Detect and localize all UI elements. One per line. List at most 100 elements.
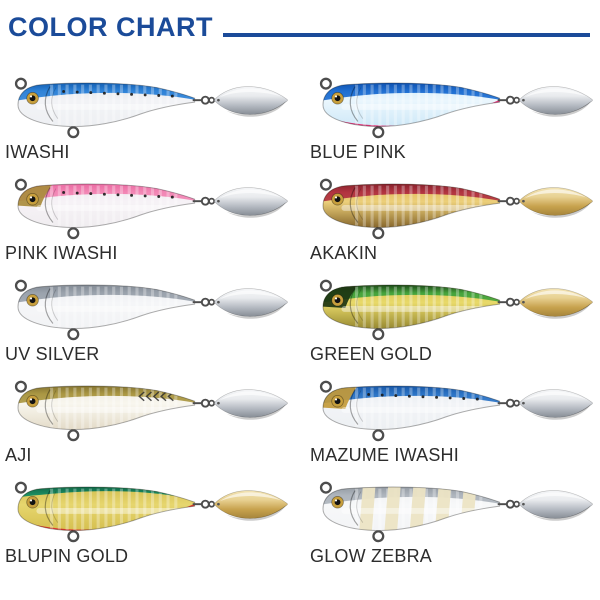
gill-line	[349, 389, 359, 425]
belly-eyelet	[372, 126, 385, 139]
lure-card-aji: AJI	[5, 376, 310, 477]
blade-hole	[522, 300, 525, 304]
blade-hole	[522, 502, 525, 506]
chevron-mark	[138, 391, 145, 402]
lure-card-blupin-gold: BLUPIN GOLD	[5, 477, 310, 578]
lure-spot	[170, 195, 174, 199]
lure-back-stripe	[18, 487, 195, 501]
blade-highlight	[524, 88, 587, 98]
line-eyelet	[14, 178, 27, 191]
lure-card-iwashi: IWASHI	[5, 73, 310, 174]
swivel-link	[513, 298, 521, 306]
blade-shadow	[226, 101, 286, 117]
lure-spot	[130, 92, 134, 96]
gill-line	[349, 490, 359, 526]
swivel-ring	[200, 499, 210, 509]
lure-body	[18, 487, 195, 531]
chevron-mark	[152, 391, 160, 402]
lure-spot	[102, 192, 106, 196]
zebra-stripe	[409, 487, 426, 531]
gill-line	[349, 86, 359, 122]
swivel-ring	[200, 196, 210, 206]
blade-highlight	[219, 391, 282, 401]
lure-card-blue-pink: BLUE PINK	[310, 73, 595, 174]
lure-head-top	[323, 285, 365, 308]
line-eyelet	[319, 178, 332, 191]
lure-card-mazume-iwashi: MAZUME IWASHI	[310, 376, 595, 477]
swivel-ring	[505, 196, 515, 206]
line-eyelet	[14, 481, 27, 494]
lure-spot	[116, 92, 120, 96]
lure-label: PINK IWASHI	[5, 243, 118, 263]
lure-label: UV SILVER	[5, 344, 100, 364]
blade-hole	[217, 300, 220, 304]
lure-back-stripe	[323, 487, 500, 507]
swivel-ring	[505, 95, 515, 105]
lure-spot	[75, 90, 79, 94]
lure-spot	[75, 191, 79, 195]
swivel-link	[208, 197, 216, 205]
lure-label: BLUE PINK	[310, 142, 406, 162]
lure-spot	[421, 395, 425, 399]
gill-line	[44, 86, 54, 122]
belly-eyelet	[67, 429, 80, 442]
blade-shadow	[531, 404, 591, 420]
lure-spot	[89, 192, 93, 196]
lure-back-stripe	[323, 83, 500, 103]
blade-hole	[522, 98, 525, 102]
header-rule	[222, 33, 590, 37]
lure-spot	[116, 193, 120, 197]
lure-label: MAZUME IWASHI	[310, 445, 459, 465]
lure-back-stripe	[323, 386, 500, 406]
lure-spot	[380, 393, 384, 397]
belly-eyelet	[372, 227, 385, 240]
swivel-link	[513, 197, 521, 205]
lure-image	[319, 279, 593, 341]
lure-spot	[62, 89, 66, 93]
lure-image	[14, 380, 288, 442]
swivel-link	[513, 399, 521, 407]
page-header: COLOR CHART	[0, 0, 600, 41]
lure-back-stripe	[18, 83, 195, 103]
lure-head-top	[323, 386, 365, 409]
blade-shadow	[531, 101, 591, 117]
swivel-ring	[505, 297, 515, 307]
line-eyelet	[319, 279, 332, 292]
lure-label: AJI	[5, 445, 32, 465]
gill-line	[44, 288, 54, 324]
blade-shadow	[226, 303, 286, 319]
swivel-ring	[505, 398, 515, 408]
lure-spot	[157, 94, 161, 97]
lure-image	[319, 481, 593, 543]
belly-eyelet	[372, 328, 385, 341]
lure-spot	[143, 194, 147, 198]
lure-back-stripe	[18, 386, 195, 406]
gill-line	[44, 187, 54, 223]
chevron-mark	[160, 391, 167, 402]
lure-spot	[130, 193, 134, 197]
blade-highlight	[524, 290, 587, 300]
lure-spot	[394, 394, 398, 398]
chevron-mark	[145, 391, 152, 402]
blade-highlight	[219, 290, 282, 300]
belly-eyelet	[67, 530, 80, 543]
swivel-link	[208, 96, 216, 104]
gill-line	[44, 389, 54, 425]
belly-eyelet	[372, 429, 385, 442]
lure-spot	[407, 394, 411, 398]
lure-spot	[462, 397, 466, 400]
lure-back-stripe	[323, 285, 500, 305]
lure-image	[14, 279, 288, 341]
blade-highlight	[219, 492, 282, 502]
line-eyelet	[319, 481, 332, 494]
belly-eyelet	[372, 530, 385, 543]
swivel-link	[208, 298, 216, 306]
zebra-stripe	[358, 487, 376, 531]
line-eyelet	[319, 380, 332, 393]
blade-shadow	[226, 404, 286, 420]
swivel-link	[513, 500, 521, 508]
zebra-stripe	[384, 487, 401, 531]
line-eyelet	[14, 77, 27, 90]
lure-back-stripe	[18, 285, 195, 305]
lure-back-stripe	[18, 184, 195, 204]
